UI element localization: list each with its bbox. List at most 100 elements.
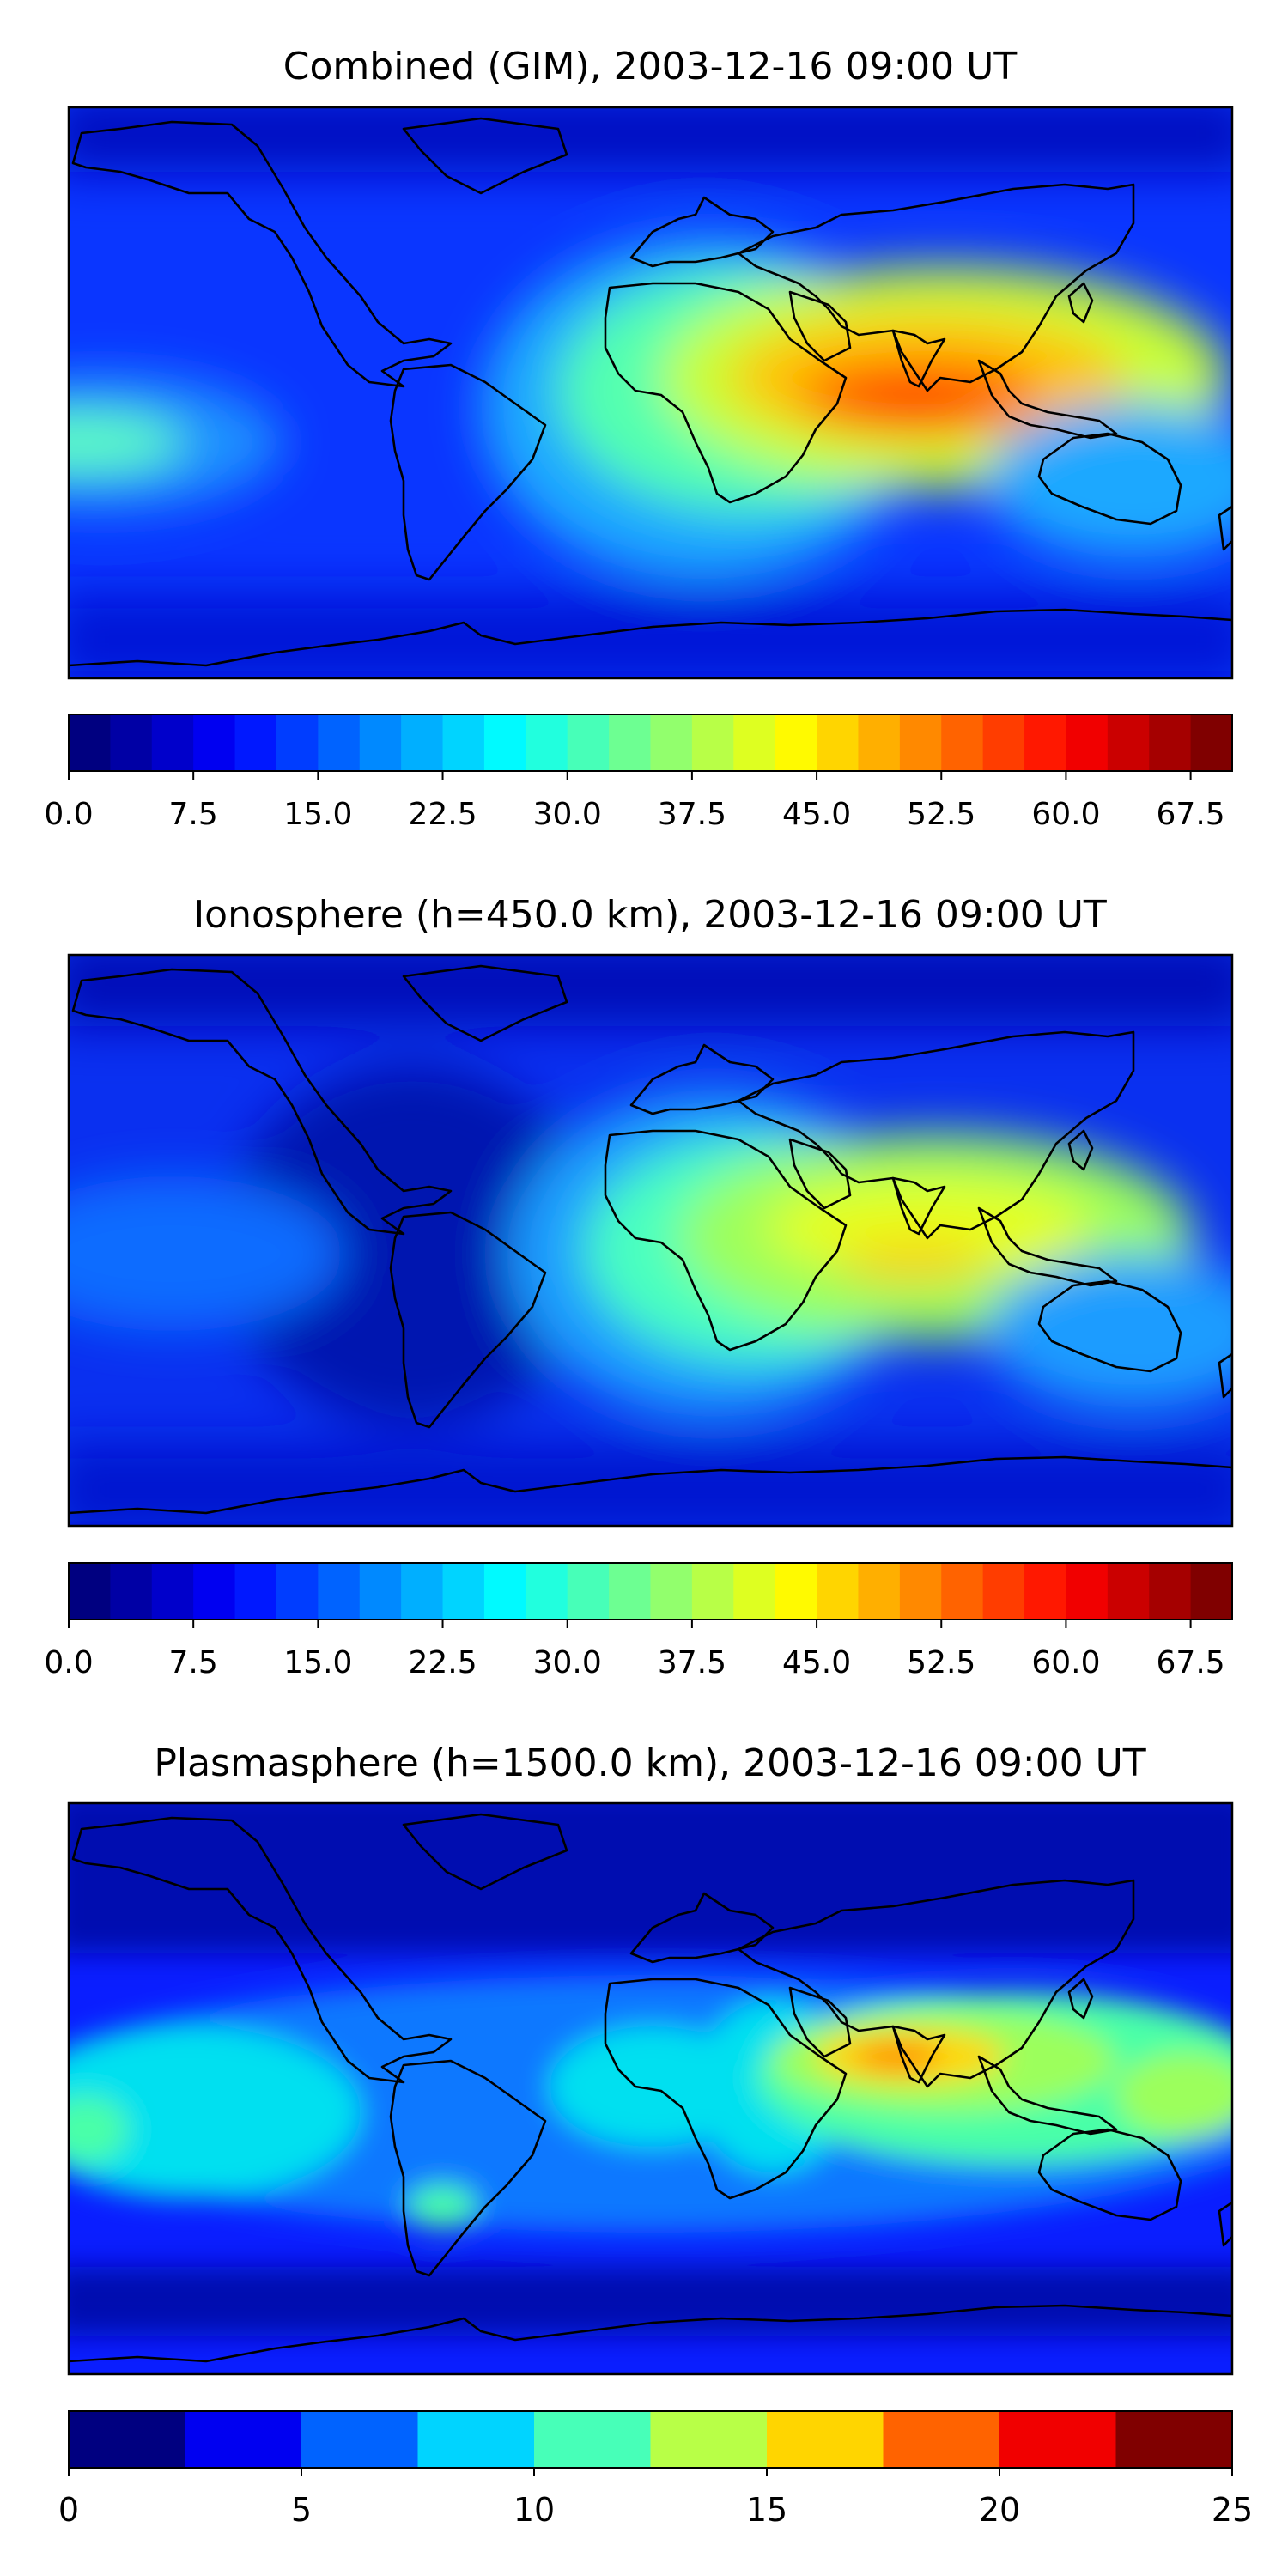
- coast-antarctica: [69, 1455, 1232, 1515]
- colorbar-segment: [941, 1563, 984, 1619]
- colorbar-tick-label: 5: [291, 2491, 312, 2529]
- colorbar-segment: [691, 714, 734, 771]
- colorbar-segment: [1107, 714, 1150, 771]
- coast-africa: [604, 1978, 848, 2200]
- map-panel-1: [67, 106, 1234, 680]
- colorbar-segment: [534, 2411, 652, 2468]
- colorbar-segment: [858, 714, 901, 771]
- field-polar-south: [69, 1443, 1232, 1526]
- map-1-frame: [67, 106, 1234, 680]
- colorbar-segment: [276, 1563, 319, 1619]
- colorbar-tick-label: 25: [1212, 2491, 1253, 2529]
- field-asia-mid: [764, 1181, 1091, 1275]
- colorbar-segment: [650, 1563, 693, 1619]
- colorbar-2: 0.0 7.5 15.0 22.5 30.0 37.5 45.0 52.5 60.0 67.5: [44, 1562, 1233, 1680]
- coast-north-america: [71, 120, 453, 388]
- colorbar-segment: [185, 2411, 302, 2468]
- colorbar-segment: [775, 1563, 817, 1619]
- coast-australia: [1037, 2128, 1182, 2221]
- colorbar-segment: [1066, 1563, 1109, 1619]
- coast-europe: [629, 1892, 775, 1964]
- map-2-coastlines: [69, 964, 1232, 1515]
- coast-greenland: [402, 117, 568, 195]
- colorbar-1: 0.0 7.5 15.0 22.5 30.0 37.5 45.0 52.5 60.0 67.5: [44, 714, 1233, 832]
- colorbar-tick-label: 0.0: [44, 797, 93, 832]
- colorbar-frame: [68, 1562, 1233, 1620]
- field-australia: [987, 1254, 1232, 1408]
- coast-arabia: [788, 1986, 852, 2058]
- colorbar-segment: [526, 1563, 568, 1619]
- field-pacific-crest: [69, 2095, 129, 2164]
- colorbar-segment: [1024, 714, 1067, 771]
- coast-greenland: [402, 964, 568, 1042]
- colorbar-segment: [650, 2411, 768, 2468]
- colorbar-tick-label: 60.0: [1031, 1645, 1100, 1680]
- coast-japan: [1067, 1978, 1094, 2020]
- colorbar-tick-label: 45.0: [782, 1645, 851, 1680]
- colorbar-tick-label: 7.5: [169, 797, 218, 832]
- colorbar-segment: [318, 1563, 361, 1619]
- coast-japan: [1067, 1129, 1094, 1171]
- colorbar-segment: [567, 714, 610, 771]
- colorbar-segment: [999, 2411, 1117, 2468]
- map-3-coastlines: [69, 1813, 1232, 2363]
- coast-new-zealand: [1218, 505, 1232, 551]
- colorbar-tick-label: 0.0: [44, 1645, 93, 1680]
- colorbar-tick-label: 52.5: [907, 797, 975, 832]
- field-south-america: [408, 2185, 477, 2228]
- coast-africa: [604, 282, 848, 504]
- coast-asia: [737, 183, 1135, 392]
- colorbar-tick-label: 15.0: [283, 797, 352, 832]
- field-polar-north: [69, 955, 1232, 1026]
- colorbar-tick-label: 30.0: [533, 1645, 602, 1680]
- colorbar-segment: [567, 1563, 610, 1619]
- colorbar-segment: [858, 1563, 901, 1619]
- colorbar-segment: [1115, 2411, 1233, 2468]
- coast-australia: [1037, 1279, 1182, 1373]
- coast-north-america: [71, 968, 453, 1236]
- panel-1-title: Combined (GIM), 2003-12-16 09:00 UT: [283, 45, 1018, 88]
- coast-southeast-asia: [977, 1206, 1118, 1287]
- colorbar-segment: [899, 1563, 942, 1619]
- colorbar-3: 0 5 10 15 20 25: [58, 2410, 1253, 2529]
- coast-india: [891, 1176, 946, 1236]
- colorbar-tick-label: 20: [979, 2491, 1020, 2529]
- colorbar-tick-label: 37.5: [658, 1645, 726, 1680]
- field-pacific-west: [1116, 2052, 1232, 2138]
- field-pacific-plume: [69, 2026, 361, 2198]
- colorbar-tick-label: 0: [58, 2491, 79, 2529]
- panel-2-title: Ionosphere (h=450.0 km), 2003-12-16 09:0…: [193, 893, 1107, 937]
- colorbar-segment: [301, 2411, 419, 2468]
- colorbar-segment: [417, 2411, 535, 2468]
- colorbar-segment: [276, 714, 319, 771]
- field-australia: [987, 404, 1232, 558]
- map-2-frame: [67, 953, 1234, 1528]
- colorbar-segment: [193, 1563, 236, 1619]
- colorbar-segment: [941, 714, 984, 771]
- field-south-low: [69, 2267, 1232, 2336]
- colorbar-segment: [1107, 1563, 1150, 1619]
- map-panel-2: [67, 953, 1234, 1528]
- coast-japan: [1067, 282, 1094, 324]
- colorbar-segment: [110, 1563, 153, 1619]
- colorbar-segment: [1149, 714, 1192, 771]
- colorbar-segment: [401, 714, 444, 771]
- map-panel-3: [67, 1801, 1234, 2376]
- coast-antarctica: [69, 2304, 1232, 2363]
- map-2-field: [69, 955, 1232, 1526]
- coast-new-zealand: [1218, 2201, 1232, 2247]
- coast-southeast-asia: [977, 2055, 1118, 2136]
- colorbar-segment: [817, 714, 860, 771]
- colorbar-tick-label: 60.0: [1031, 797, 1100, 832]
- colorbar-tick-label: 22.5: [408, 1645, 477, 1680]
- colorbar-segment: [1149, 1563, 1192, 1619]
- colorbar-segment: [151, 1563, 194, 1619]
- field-asia-peak: [854, 2043, 940, 2070]
- coast-arabia: [788, 1138, 852, 1210]
- colorbar-segment: [69, 1563, 111, 1619]
- colorbar-segment: [650, 714, 693, 771]
- colorbar-segment: [234, 714, 277, 771]
- field-pacific-band: [69, 1176, 343, 1331]
- coast-southeast-asia: [977, 359, 1118, 440]
